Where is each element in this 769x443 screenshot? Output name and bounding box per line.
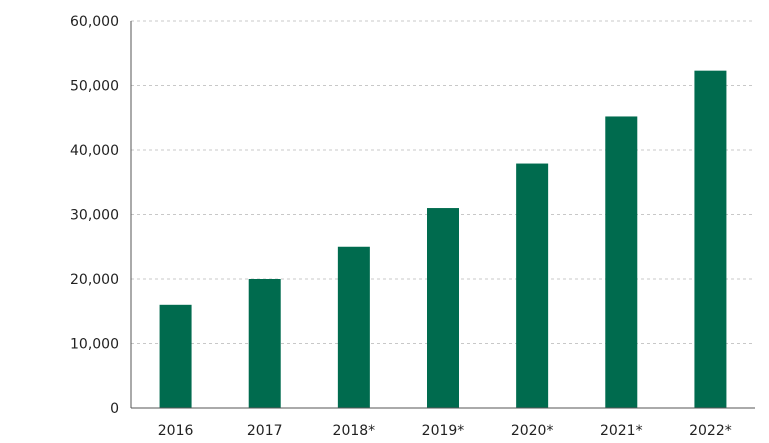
bars — [159, 70, 727, 409]
y-tick-label: 50,000 — [70, 79, 119, 95]
x-tick-label: 2020* — [511, 423, 554, 439]
bar-2016 — [159, 304, 192, 408]
x-tick-label: 2019* — [422, 423, 465, 439]
bar-2019-est — [427, 208, 459, 408]
x-tick-labels: 2016 2017 2018* 2019* 2020* 2021* 2022* — [158, 423, 732, 439]
y-tick-label: 20,000 — [70, 272, 119, 288]
bar-2017 — [248, 279, 281, 408]
y-tick-label: 30,000 — [70, 208, 119, 224]
y-tick-label: 60,000 — [70, 14, 119, 30]
y-tick-labels: 0 10,000 20,000 30,000 40,000 50,000 60,000 — [70, 14, 119, 417]
bar-2022-est — [694, 70, 727, 408]
x-tick-label: 2017 — [247, 423, 283, 439]
x-tick-label: 2016 — [158, 423, 194, 439]
x-tick-label: 2021* — [600, 423, 643, 439]
y-tick-label: 0 — [110, 401, 119, 417]
x-tick-label: 2022* — [689, 423, 732, 439]
bar-2021-est — [605, 116, 638, 409]
bar-2020-est — [516, 163, 549, 408]
y-tick-label: 10,000 — [70, 337, 119, 353]
axes — [130, 21, 755, 409]
bar-2018-est — [337, 246, 370, 408]
x-tick-label: 2018* — [333, 423, 376, 439]
y-tick-label: 40,000 — [70, 143, 119, 159]
